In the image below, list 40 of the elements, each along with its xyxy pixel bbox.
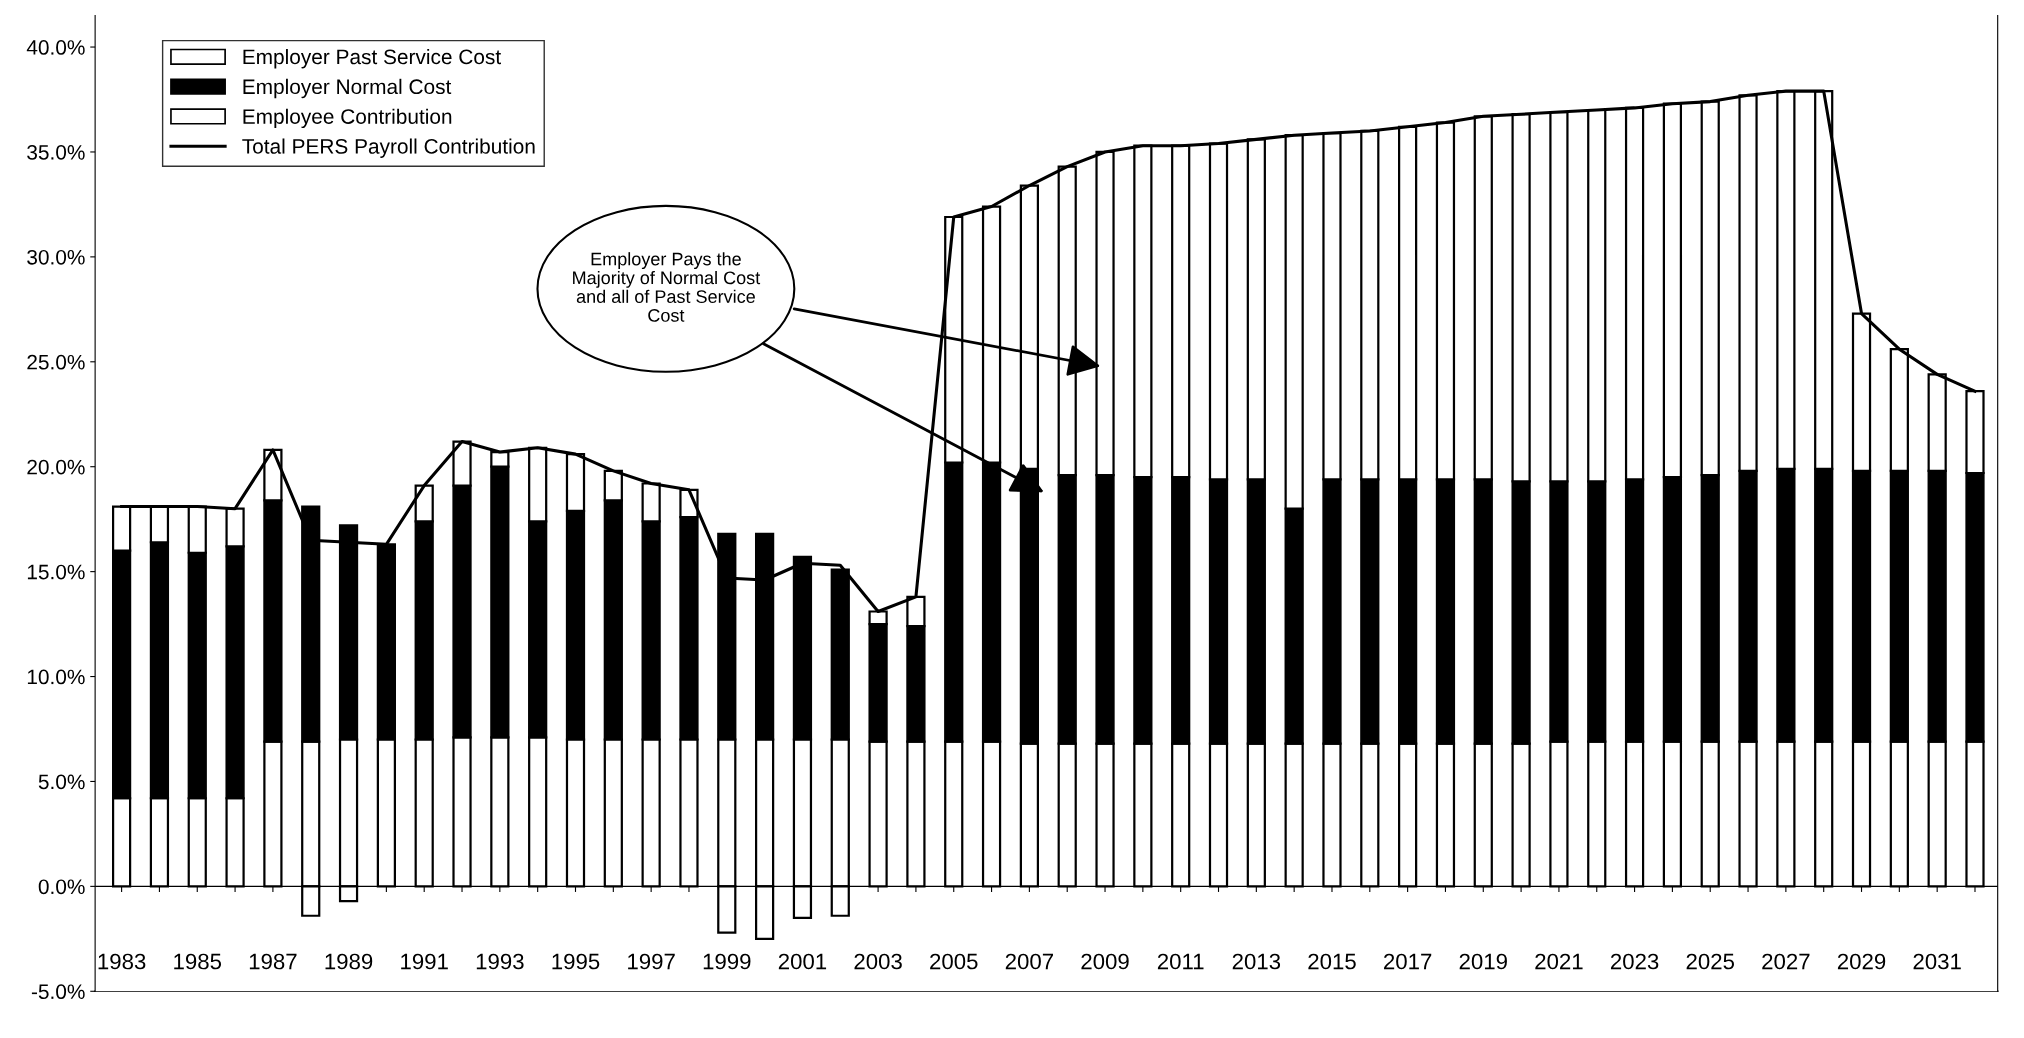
legend-label: Total PERS Payroll Contribution: [242, 138, 535, 158]
legend-label: Employer Past Service Cost: [243, 48, 501, 69]
x-tick-label: 2005: [930, 953, 978, 970]
x-tick-label: 2015: [1308, 953, 1356, 970]
y-tick-label: 35.0%: [27, 144, 85, 160]
x-tick-label: 2029: [1837, 953, 1886, 970]
x-tick-label: 1989: [325, 953, 373, 970]
y-tick-label: 20.0%: [27, 459, 85, 475]
y-tick-label: 5.0%: [38, 774, 85, 790]
x-tick-label: 2003: [854, 953, 902, 970]
legend-label: Employer Normal Cost: [243, 78, 452, 99]
y-tick-label: 0.0%: [38, 879, 85, 895]
x-tick-label: 1993: [476, 953, 524, 970]
y-tick-label: 10.0%: [27, 669, 85, 685]
x-tick-label: 2013: [1232, 953, 1281, 970]
x-tick-label: 2021: [1535, 953, 1583, 970]
y-tick-label: 30.0%: [27, 249, 85, 265]
x-tick-label: 1983: [98, 953, 146, 970]
x-tick-label: 2027: [1762, 953, 1810, 970]
x-tick-label: 1985: [174, 953, 222, 970]
x-tick-label: 2019: [1459, 953, 1507, 970]
x-tick-label: 2017: [1384, 953, 1432, 970]
y-tick-label: 25.0%: [27, 354, 85, 370]
x-tick-label: 2007: [1005, 953, 1053, 970]
x-tick-label: 2001: [778, 953, 827, 970]
x-tick-label: 1999: [703, 953, 751, 970]
x-tick-label: 2023: [1610, 953, 1659, 970]
x-tick-label: 2025: [1686, 953, 1735, 970]
x-tick-label: 2031: [1913, 953, 1961, 970]
x-tick-label: 1987: [249, 953, 297, 970]
x-tick-label: 2009: [1081, 953, 1129, 970]
x-tick-label: 2011: [1157, 953, 1204, 970]
x-tick-label: 1991: [401, 953, 448, 970]
legend-label: Employee Contribution: [243, 108, 452, 129]
annotation: Employer Pays the Majority of Normal Cost and all of Past Service Cost: [573, 252, 761, 322]
x-tick-label: 1995: [552, 953, 600, 970]
y-tick-label: -5.0%: [31, 984, 85, 1000]
y-tick-label: 15.0%: [27, 564, 85, 580]
y-tick-label: 40.0%: [26, 40, 85, 55]
x-tick-label: 1997: [628, 953, 675, 970]
